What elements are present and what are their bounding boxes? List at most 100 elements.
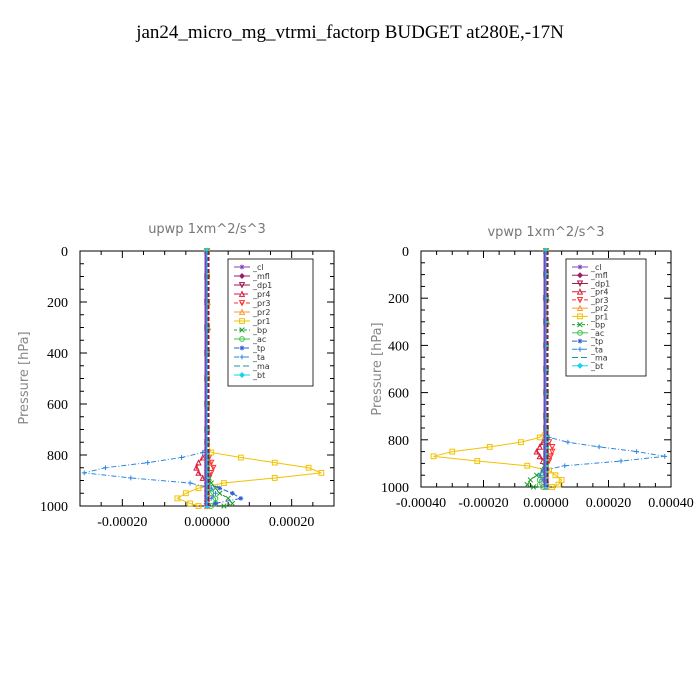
series-line: [433, 251, 563, 488]
data-point: [216, 490, 223, 497]
data-point: [237, 454, 244, 461]
legend-item: _pr3: [572, 296, 608, 305]
x-tick-label: 0.00020: [586, 496, 632, 511]
legend-label: _ac: [252, 335, 266, 344]
legend-marker: [577, 362, 583, 369]
legend-marker: [239, 354, 245, 360]
legend-label: _mfl: [252, 272, 270, 281]
legend-marker: [239, 345, 245, 351]
legend-item: _ma: [234, 362, 270, 371]
data-point: [518, 439, 524, 446]
data-point: [212, 485, 219, 491]
data-point: [558, 477, 565, 483]
data-point: [217, 485, 223, 491]
legend-label: _dp1: [590, 279, 610, 288]
data-point: [533, 472, 540, 478]
data-point: [208, 469, 215, 477]
data-point: [524, 481, 531, 488]
legend-marker: [576, 297, 584, 304]
legend-item: _pr4: [234, 290, 270, 299]
legend-item: _pr3: [234, 299, 270, 308]
data-point: [430, 453, 437, 460]
legend-label: _mfl: [590, 271, 608, 280]
legend: _cl_mfl_dp1_pr4_pr3_pr2_pr1_bp_ac_tp_ta_…: [227, 258, 314, 387]
legend-box: [227, 258, 314, 387]
data-point: [565, 439, 571, 445]
data-point: [474, 458, 481, 464]
legend-marker: [577, 321, 583, 328]
legend-label: _pr4: [590, 288, 608, 297]
legend-item: _ma: [572, 354, 608, 363]
panel-title: vpwp 1xm^2/s^3: [487, 225, 604, 240]
legend-marker: [577, 338, 583, 344]
legend-marker: [239, 273, 245, 279]
data-point: [549, 448, 556, 456]
y-tick-label: 1000: [40, 500, 68, 515]
y-tick-label: 0: [402, 245, 409, 260]
data-point: [208, 480, 214, 486]
data-point: [128, 475, 134, 481]
legend-item: _pr4: [572, 288, 608, 297]
legend-label: _ma: [590, 354, 608, 363]
y-tick-label: 0: [61, 245, 68, 260]
data-point: [199, 454, 206, 461]
legend-label: _tp: [590, 337, 603, 346]
data-point: [193, 464, 200, 471]
data-point: [596, 444, 602, 450]
legend-marker: [239, 372, 245, 378]
chart-panel-upwp: upwp 1xm^2/s^3 Pressure [hPa] 0 200 400 600 80…: [17, 222, 335, 530]
x-tick-label: -0.00020: [97, 515, 147, 530]
data-point: [81, 470, 87, 476]
legend: _cl_mfl_dp1_pr4_pr3_pr2_pr1_bp_ac_tp_ta_…: [565, 258, 647, 377]
legend-item: _pr1: [572, 312, 608, 321]
legend-item: _ta: [234, 353, 265, 362]
legend-marker: [576, 288, 584, 295]
legend-marker: [577, 313, 583, 320]
data-point: [195, 469, 202, 476]
data-point: [174, 495, 181, 502]
x-tick-label: 0.00000: [523, 496, 569, 511]
legend-marker: [239, 327, 245, 333]
legend-label: _bp: [252, 326, 267, 335]
data-point: [213, 501, 218, 506]
y-tick-label: 400: [388, 339, 409, 354]
legend-item: _cl: [572, 263, 602, 272]
legend-marker: [238, 282, 246, 289]
data-point: [229, 500, 236, 507]
y-tick-label: 800: [388, 434, 409, 449]
y-tick-label: 200: [47, 296, 68, 311]
legend-item: _tp: [572, 337, 603, 346]
legend-label: _ac: [590, 329, 604, 338]
y-tick-label: 600: [47, 398, 68, 413]
legend-marker: [239, 318, 245, 324]
data-point: [549, 443, 556, 451]
legend-box: [565, 258, 647, 377]
legend-label: _pr4: [252, 290, 270, 299]
legend-item: _dp1: [572, 279, 610, 288]
y-tick-label: 200: [388, 292, 409, 307]
legend-marker: [239, 336, 245, 342]
legend-item: _pr2: [572, 304, 608, 313]
y-tick-label: 1000: [381, 481, 409, 496]
legend-item: _tp: [234, 344, 265, 353]
data-point: [533, 448, 540, 455]
x-tick-label: 0.00020: [269, 515, 315, 530]
data-point: [195, 485, 202, 492]
legend-label: _ta: [252, 353, 265, 362]
data-point: [187, 480, 193, 486]
data-point: [536, 434, 543, 441]
legend-label: _pr1: [252, 317, 270, 326]
data-point: [527, 477, 534, 483]
data-point: [536, 443, 543, 450]
x-tick-label: -0.00040: [396, 496, 446, 511]
data-point: [195, 503, 202, 509]
legend-item: _mfl: [572, 271, 608, 280]
legend-marker: [577, 346, 583, 352]
legend-label: _pr1: [590, 312, 608, 321]
legend-marker: [577, 264, 583, 270]
legend-marker: [576, 304, 584, 312]
legend-item: _bt: [234, 371, 265, 380]
data-point: [547, 453, 554, 460]
data-point: [187, 500, 193, 507]
legend-item: _bp: [234, 326, 267, 335]
